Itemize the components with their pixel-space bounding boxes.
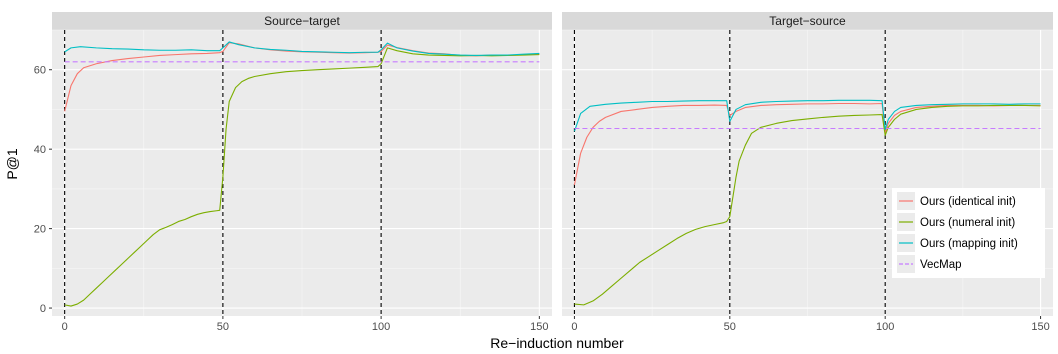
x-tick-label: 100 — [372, 321, 390, 333]
panel-strip — [52, 12, 552, 30]
legend-label-numeral: Ours (numeral init) — [920, 217, 1015, 229]
legend: Ours (identical init) Ours (numeral init)… — [892, 188, 1045, 278]
x-tick-label: 100 — [876, 321, 894, 333]
legend-label-identical: Ours (identical init) — [920, 196, 1016, 208]
series-line-numeral — [574, 104, 1041, 306]
panel-strip — [562, 12, 1053, 30]
y-tick-label: 60 — [34, 65, 46, 77]
panel-title: Source−target — [264, 14, 340, 28]
x-tick-label: 0 — [62, 321, 68, 333]
series-line-mapping — [573, 99, 1041, 132]
legend-label-mapping: Ours (mapping init) — [920, 238, 1018, 250]
x-tick-label: 50 — [724, 321, 736, 333]
panel-2: Target−source 0 50 100 150 — [562, 12, 1053, 333]
series-line-mapping — [64, 41, 540, 56]
panel-title: Target−source — [769, 14, 846, 28]
x-tick-label: 50 — [217, 321, 229, 333]
series-line-numeral — [64, 47, 540, 307]
x-tick-label: 150 — [530, 321, 548, 333]
series-line-identical — [573, 102, 1041, 186]
legend-background — [892, 188, 1045, 278]
x-axis-title: Re−induction number — [490, 335, 624, 351]
panels: Source−target 0 50 100 150 0 20 40 60 Target−sour… — [34, 12, 1053, 333]
y-axis-title: P@1 — [4, 148, 20, 180]
legend-label-vecmap: VecMap — [920, 259, 962, 271]
panel-1: Source−target 0 50 100 150 0 20 40 60 — [34, 12, 552, 333]
y-tick-label: 40 — [34, 144, 46, 156]
x-tick-label: 150 — [1031, 321, 1049, 333]
y-tick-label: 20 — [34, 224, 46, 236]
y-tick-label: 0 — [40, 303, 46, 315]
x-tick-label: 0 — [571, 321, 577, 333]
